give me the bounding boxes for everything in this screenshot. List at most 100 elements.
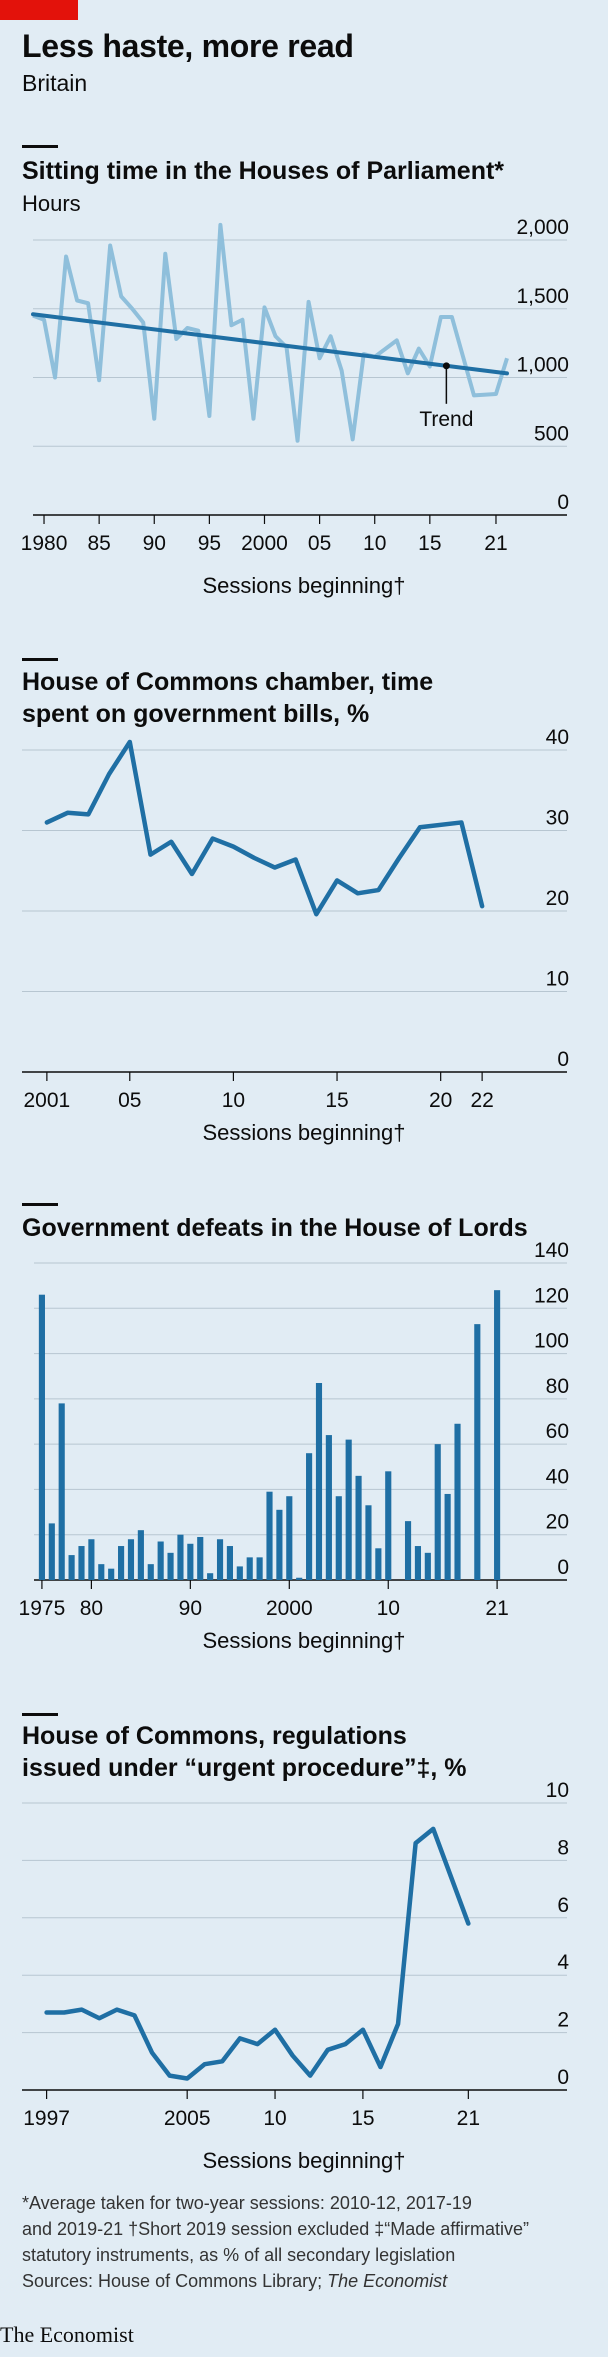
bar [216, 1539, 224, 1580]
panel2-title-line1: House of Commons chamber, time [22, 668, 434, 696]
chart-urgent-procedure: 0 2 4 6 8 10 1997 2005 10 15 21 [22, 1779, 569, 2130]
bar [38, 1294, 45, 1580]
bar [474, 1324, 481, 1580]
bar [177, 1534, 184, 1580]
bar [226, 1546, 233, 1580]
x-tick-label: 2005 [164, 2107, 211, 2130]
chart-government-bills-time: 0 10 20 30 40 2001 05 10 15 20 22 [22, 726, 569, 1112]
x-tick-label: 95 [198, 532, 221, 555]
bar [414, 1546, 422, 1580]
y-tick-label: 60 [546, 1420, 569, 1443]
sources-italic: The Economist [327, 2271, 448, 2291]
bar [494, 1290, 501, 1580]
bar [444, 1493, 451, 1580]
bar [68, 1555, 75, 1580]
panel1-x-axis-label: Sessions beginning† [202, 573, 406, 598]
page-title: Less haste, more read [22, 28, 354, 64]
bar [167, 1552, 174, 1580]
x-tick-label: 10 [263, 2107, 286, 2130]
bar [118, 1546, 125, 1580]
bar [246, 1557, 253, 1580]
panel3-title: Government defeats in the House of Lords [22, 1214, 528, 1242]
y-tick-label: 140 [534, 1239, 569, 1262]
bar [375, 1548, 382, 1580]
y-tick-label: 0 [557, 1556, 569, 1579]
footnotes: *Average taken for two-year sessions: 20… [22, 2190, 592, 2294]
y-tick-label: 1,000 [516, 354, 569, 377]
bar [137, 1530, 144, 1580]
x-tick-label: 2001 [24, 1089, 71, 1112]
panel4-title-line2: issued under “urgent procedure”‡, % [22, 1754, 467, 1782]
bar [424, 1552, 431, 1580]
bar [325, 1435, 332, 1580]
y-tick-label: 0 [557, 491, 569, 514]
bar [78, 1546, 85, 1580]
y-tick-label: 20 [546, 1511, 569, 1534]
y-tick-label: 6 [557, 1894, 569, 1917]
y-tick-label: 80 [546, 1375, 569, 1398]
footnote-line3: statutory instruments, as % of all secon… [22, 2245, 456, 2265]
x-tick-label: 2000 [241, 532, 288, 555]
x-tick-label: 10 [222, 1089, 245, 1112]
y-tick-label: 120 [534, 1284, 569, 1307]
trend-annotation-label: Trend [419, 408, 473, 431]
chart-lords-defeats: 0 20 40 60 80 100 120 140 1975 80 90 2000 10 21 [19, 1239, 569, 1620]
chart-sitting-time: 0 500 1,000 1,500 2,000 1980 85 90 95 2000 05 10 15 2… [21, 216, 569, 555]
x-tick-label: 05 [118, 1089, 141, 1112]
bar [108, 1568, 115, 1580]
bar [404, 1521, 412, 1580]
panel3-x-axis-label: Sessions beginning† [202, 1628, 406, 1653]
bar [296, 1577, 303, 1580]
panel1-title: Sitting time in the Houses of Parliament… [22, 157, 505, 185]
panel2-x-axis-label: Sessions beginning† [202, 1120, 406, 1145]
panel3-rule [22, 1203, 58, 1206]
x-tick-label: 85 [87, 532, 110, 555]
x-tick-label: 80 [80, 1597, 103, 1620]
x-tick-label: 10 [377, 1597, 400, 1620]
x-tick-label: 21 [484, 532, 507, 555]
y-tick-label: 0 [557, 2066, 569, 2089]
x-tick-label: 15 [418, 532, 441, 555]
panel2-rule [22, 658, 58, 661]
bar [98, 1564, 105, 1580]
y-tick-label: 2 [557, 2009, 569, 2032]
bar [147, 1564, 154, 1580]
bar [276, 1509, 283, 1580]
y-tick-label: 2,000 [516, 216, 569, 239]
bar [355, 1475, 362, 1580]
government-bills-line [44, 739, 485, 917]
y-tick-label: 1,500 [516, 285, 569, 308]
bar [207, 1573, 214, 1580]
x-tick-label: 05 [308, 532, 331, 555]
x-tick-label: 1980 [21, 532, 68, 555]
bar [157, 1541, 164, 1580]
bar [58, 1403, 65, 1580]
page-subtitle: Britain [22, 70, 88, 96]
y-tick-label: 40 [546, 1465, 569, 1488]
bar [434, 1444, 441, 1580]
bar [236, 1566, 243, 1580]
y-tick-label: 4 [557, 1951, 569, 1974]
bar [335, 1496, 342, 1580]
x-tick-label: 20 [429, 1089, 452, 1112]
bar [306, 1453, 313, 1580]
x-tick-label: 2000 [266, 1597, 313, 1620]
x-tick-label: 1997 [23, 2107, 70, 2130]
x-tick-label: 22 [470, 1089, 493, 1112]
bar [385, 1471, 392, 1580]
y-tick-label: 0 [557, 1048, 569, 1071]
y-tick-label: 30 [546, 807, 569, 830]
panel4-rule [22, 1713, 58, 1716]
bar [256, 1557, 263, 1580]
urgent-procedure-line [44, 1826, 471, 2081]
y-tick-label: 8 [557, 1836, 569, 1859]
bar [286, 1496, 293, 1580]
sources-prefix: Sources: House of Commons Library; [22, 2271, 328, 2291]
brand-logo-text: The Economist [0, 2322, 134, 2347]
bar [345, 1439, 352, 1580]
panel1-unit-label: Hours [22, 191, 81, 216]
footnote-line2: and 2019-21 †Short 2019 session excluded… [22, 2219, 529, 2239]
x-tick-label: 21 [485, 1597, 508, 1620]
y-tick-label: 10 [546, 968, 569, 991]
panel2-title-line2: spent on government bills, % [22, 700, 370, 728]
